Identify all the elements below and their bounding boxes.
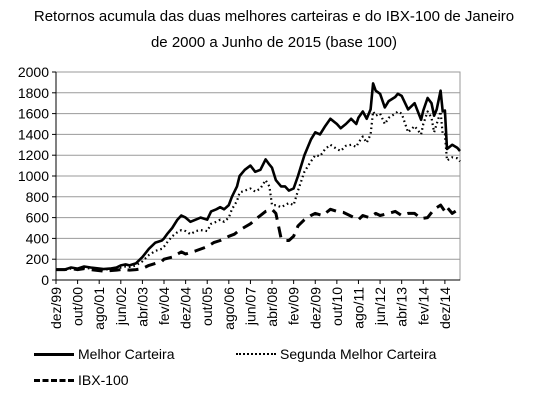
legend-item-segunda-melhor-carteira: Segunda Melhor Carteira — [236, 346, 436, 362]
legend-label: IBX-100 — [78, 372, 129, 388]
series-line-dashed — [56, 203, 461, 273]
x-tick-label: fev/14 — [415, 287, 431, 325]
chart-title-line-1: Retornos acumula das duas melhores carte… — [33, 8, 515, 25]
x-tick-label: out/10 — [329, 287, 345, 326]
y-tick-label: 1400 — [18, 126, 49, 142]
x-tick-label: fev/04 — [156, 287, 172, 325]
y-tick-label: 1200 — [18, 147, 49, 163]
y-tick-label: 400 — [26, 230, 50, 246]
x-tick-label: dez/99 — [48, 287, 64, 329]
gridlines — [55, 71, 461, 281]
series-line-solid — [56, 82, 461, 271]
x-tick-label: ago/11 — [350, 287, 366, 329]
x-tick-label: dez/04 — [178, 287, 194, 329]
x-axis-ticks: dez/99 out/00 ago/01 jun/02 abr/03 fev/04 dez/… — [48, 280, 453, 330]
series-lines — [56, 82, 461, 273]
legend-item-ibx-100: IBX-100 — [34, 372, 129, 388]
x-tick-label: fev/09 — [286, 287, 302, 325]
y-tick-label: 1000 — [18, 168, 49, 184]
y-tick-label: 800 — [26, 189, 50, 205]
y-tick-label: 1600 — [18, 106, 49, 122]
y-tick-label: 1800 — [18, 85, 49, 101]
y-axis-ticks: 0 200 400 600 800 1000 1200 1400 1600 1800 2000 — [18, 64, 56, 288]
legend-label: Segunda Melhor Carteira — [280, 346, 437, 362]
x-tick-label: abr/13 — [394, 287, 410, 327]
series-line-dotted — [56, 110, 461, 271]
x-tick-label: dez/14 — [437, 287, 453, 329]
x-tick-label: jun/12 — [372, 287, 388, 326]
x-tick-label: ago/01 — [91, 287, 107, 330]
y-tick-label: 200 — [26, 251, 50, 267]
x-tick-label: abr/03 — [134, 287, 150, 327]
x-tick-label: ago/06 — [221, 287, 237, 330]
x-tick-label: out/05 — [199, 287, 215, 326]
y-tick-label: 2000 — [18, 64, 49, 80]
x-tick-label: abr/08 — [264, 287, 280, 327]
y-tick-label: 600 — [26, 210, 50, 226]
x-tick-label: jun/02 — [113, 287, 129, 326]
y-tick-label: 0 — [41, 272, 49, 288]
legend-swatch-dashed — [34, 378, 74, 382]
x-tick-label: out/00 — [70, 287, 86, 326]
legend-swatch-dotted — [236, 353, 276, 355]
legend-label: Melhor Carteira — [78, 346, 175, 362]
chart-title-line-2: de 2000 a Junho de 2015 (base 100) — [150, 34, 398, 51]
legend-swatch-solid — [34, 352, 74, 356]
legend-item-melhor-carteira: Melhor Carteira — [34, 346, 174, 362]
x-tick-label: dez/09 — [307, 287, 323, 329]
x-tick-label: jun/07 — [242, 287, 258, 326]
